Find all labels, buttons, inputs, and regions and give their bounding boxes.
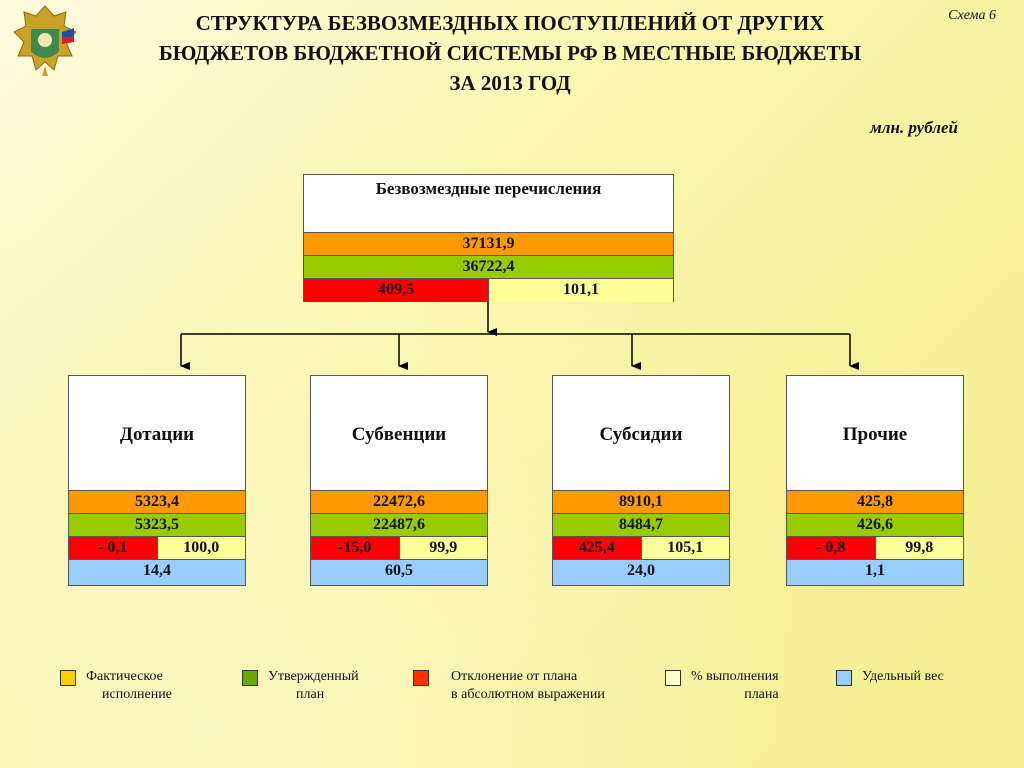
child-actual-row: 8910,1 bbox=[553, 490, 729, 513]
child-share-row: 14,4 bbox=[69, 559, 245, 585]
child-share-value: 1,1 bbox=[865, 562, 885, 579]
legend-swatch-deviation bbox=[413, 670, 429, 686]
legend-swatch-percent bbox=[665, 670, 681, 686]
child-share-row: 1,1 bbox=[787, 559, 963, 585]
child-actual-value: 5323,4 bbox=[135, 493, 179, 510]
legend-actual-line2: исполнение bbox=[102, 687, 172, 702]
child-actual-row: 425,8 bbox=[787, 490, 963, 513]
legend-share-line1: Удельный вес bbox=[862, 669, 944, 684]
root-deviation-row: 409,5 101,1 bbox=[304, 278, 673, 302]
child-deviation-row: 425,4 105,1 bbox=[553, 536, 729, 559]
child-deviation-row: - 0,1 100,0 bbox=[69, 536, 245, 559]
child-deviation-row: - 0,8 99,8 bbox=[787, 536, 963, 559]
legend-deviation-line2: в абсолютном выражении bbox=[451, 687, 605, 702]
child-actual-row: 5323,4 bbox=[69, 490, 245, 513]
child-deviation-value: -15,0 bbox=[311, 537, 399, 559]
child-plan-value: 5323,5 bbox=[135, 516, 179, 533]
legend-swatch-plan bbox=[242, 670, 258, 686]
child-actual-row: 22472,6 bbox=[311, 490, 487, 513]
legend-plan-line1: Утвержденный bbox=[268, 669, 359, 684]
child-deviation-value: 425,4 bbox=[553, 537, 641, 559]
title-line-1: СТРУКТУРА БЕЗВОЗМЕЗДНЫХ ПОСТУПЛЕНИЙ ОТ Д… bbox=[195, 11, 825, 35]
child-share-value: 60,5 bbox=[385, 562, 413, 579]
child-plan-row: 5323,5 bbox=[69, 513, 245, 536]
child-box-dotations: Дотации 5323,4 5323,5 - 0,1 100,0 14,4 bbox=[68, 375, 246, 586]
child-percent-value: 105,1 bbox=[640, 537, 729, 559]
root-percent-value: 101,1 bbox=[488, 279, 673, 302]
title-line-2: БЮДЖЕТОВ БЮДЖЕТНОЙ СИСТЕМЫ РФ В МЕСТНЫЕ … bbox=[158, 41, 862, 65]
legend-deviation: Отклонение от плана в абсолютном выражен… bbox=[413, 668, 605, 704]
root-actual-row: 37131,9 bbox=[304, 232, 673, 255]
child-actual-value: 425,8 bbox=[857, 493, 893, 510]
title-line-3: ЗА 2013 ГОД bbox=[449, 71, 571, 95]
child-deviation-value: - 0,1 bbox=[69, 537, 157, 559]
child-share-row: 60,5 bbox=[311, 559, 487, 585]
child-deviation-value: - 0,8 bbox=[787, 537, 875, 559]
legend-swatch-share bbox=[836, 670, 852, 686]
legend-actual: Фактическое исполнение bbox=[60, 668, 172, 704]
root-plan-row: 36722,4 bbox=[304, 255, 673, 278]
root-box: Безвозмездные перечисления 37131,9 36722… bbox=[303, 174, 674, 302]
legend-percent: % выполнения плана bbox=[665, 668, 779, 704]
root-label: Безвозмездные перечисления bbox=[375, 179, 602, 198]
child-percent-value: 100,0 bbox=[156, 537, 245, 559]
child-deviation-row: -15,0 99,9 bbox=[311, 536, 487, 559]
root-plan-value: 36722,4 bbox=[462, 258, 515, 275]
child-share-value: 14,4 bbox=[143, 562, 171, 579]
child-box-other: Прочие 425,8 426,6 - 0,8 99,8 1,1 bbox=[786, 375, 964, 586]
root-deviation-value: 409,5 bbox=[304, 279, 488, 302]
child-label: Дотации bbox=[119, 424, 195, 445]
child-box-subventions: Субвенции 22472,6 22487,6 -15,0 99,9 60,… bbox=[310, 375, 488, 586]
child-label: Прочие bbox=[842, 424, 908, 445]
child-percent-value: 99,9 bbox=[398, 537, 487, 559]
child-share-row: 24,0 bbox=[553, 559, 729, 585]
child-plan-value: 22487,6 bbox=[373, 516, 425, 533]
child-box-subsidies: Субсидии 8910,1 8484,7 425,4 105,1 24,0 bbox=[552, 375, 730, 586]
child-actual-value: 22472,6 bbox=[373, 493, 425, 510]
units-label: млн. рублей bbox=[870, 118, 958, 137]
page-title: СТРУКТУРА БЕЗВОЗМЕЗДНЫХ ПОСТУПЛЕНИЙ ОТ Д… bbox=[100, 8, 920, 98]
child-plan-value: 426,6 bbox=[857, 516, 893, 533]
legend-deviation-line1: Отклонение от плана bbox=[451, 669, 578, 684]
legend-share: Удельный вес bbox=[836, 668, 944, 686]
legend-percent-line1: % выполнения bbox=[691, 669, 779, 684]
child-label: Субсидии bbox=[599, 424, 683, 445]
legend-percent-line2: плана bbox=[744, 687, 779, 702]
child-plan-value: 8484,7 bbox=[619, 516, 663, 533]
legend-swatch-actual bbox=[60, 670, 76, 686]
child-plan-row: 426,6 bbox=[787, 513, 963, 536]
root-actual-value: 37131,9 bbox=[462, 235, 515, 252]
scheme-label: Схема 6 bbox=[948, 8, 996, 23]
child-plan-row: 22487,6 bbox=[311, 513, 487, 536]
legend-plan-line2: план bbox=[296, 687, 325, 702]
child-actual-value: 8910,1 bbox=[619, 493, 663, 510]
legend-plan: Утвержденный план bbox=[242, 668, 359, 704]
child-percent-value: 99,8 bbox=[874, 537, 963, 559]
child-label: Субвенции bbox=[351, 424, 447, 445]
emblem-logo bbox=[13, 5, 77, 76]
child-plan-row: 8484,7 bbox=[553, 513, 729, 536]
legend-actual-line1: Фактическое bbox=[86, 669, 163, 684]
child-share-value: 24,0 bbox=[627, 562, 655, 579]
